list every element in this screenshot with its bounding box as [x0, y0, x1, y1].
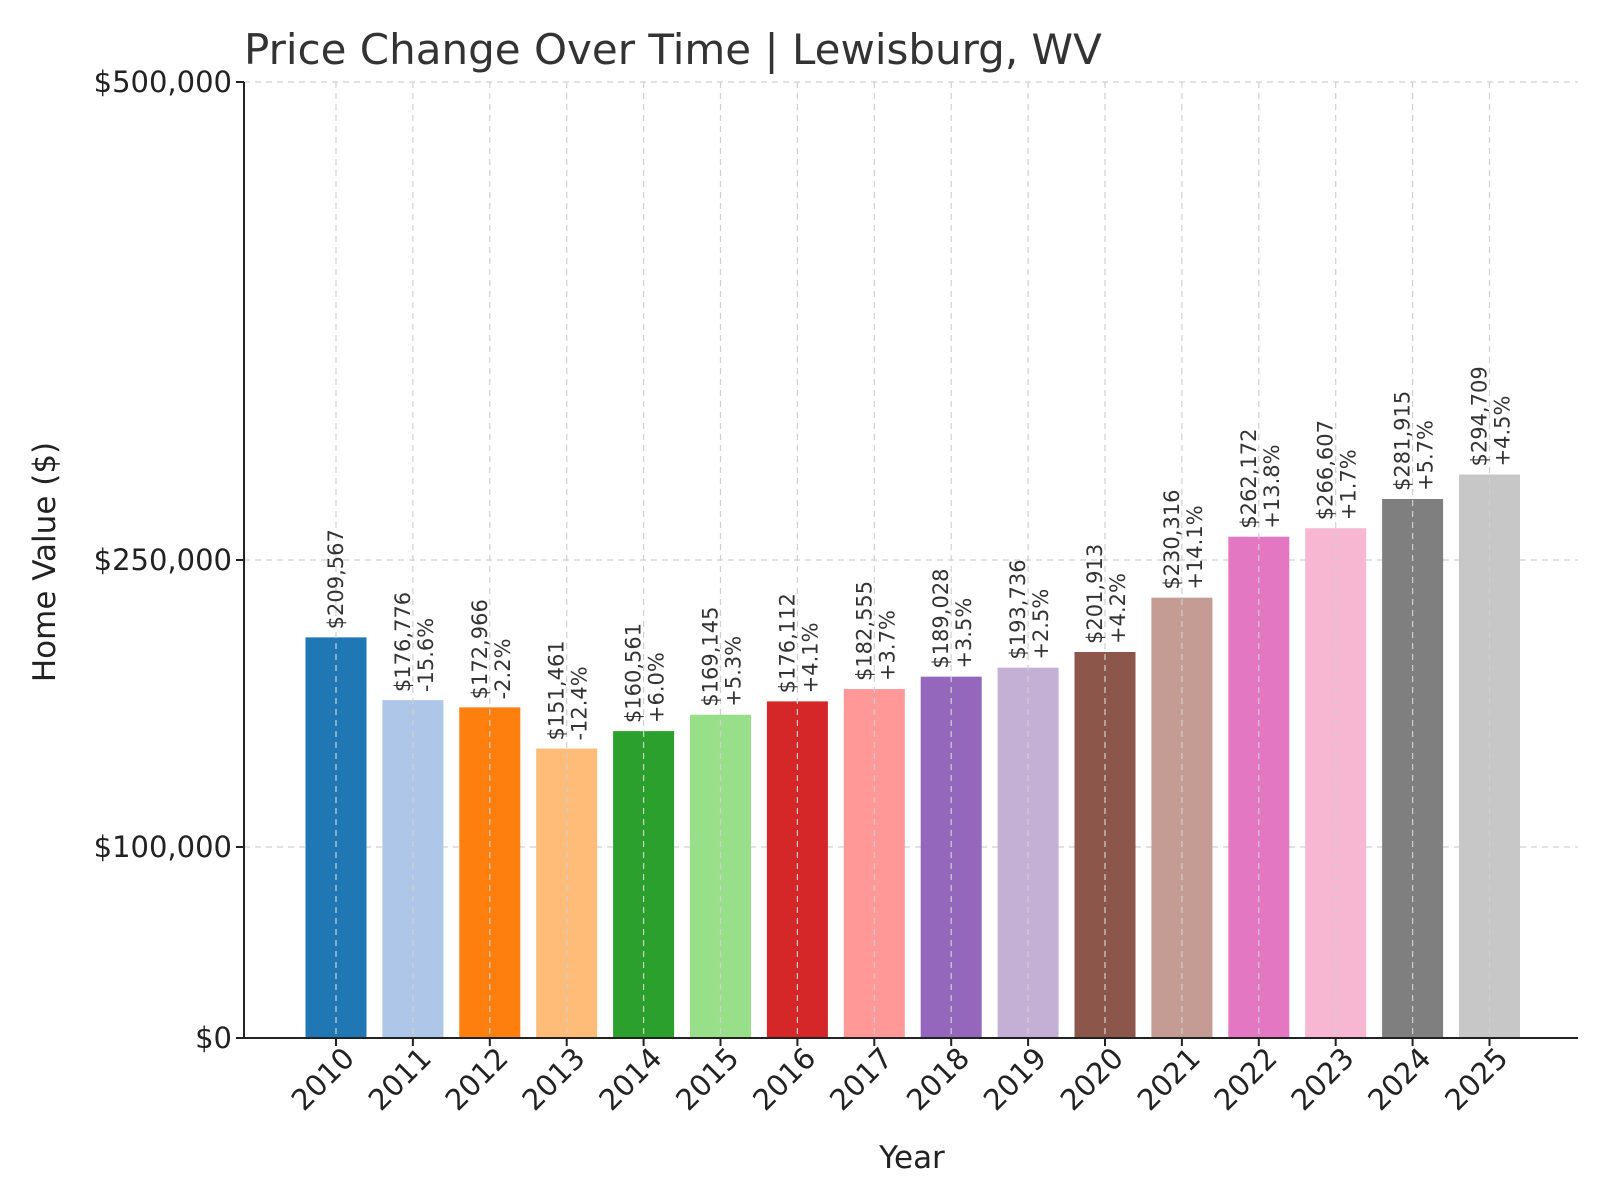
x-tick-label: 2024	[1361, 1041, 1437, 1117]
bar-change-label: +14.1%	[1183, 505, 1207, 589]
bar-value-label: $281,915	[1391, 391, 1415, 491]
bar-labels-layer: $209,567 $176,776 -15.6% $172,966 -2.2% $151,…	[324, 82, 1515, 1038]
bar-value-label: $294,709	[1468, 366, 1492, 466]
bar-value-label: $182,555	[852, 581, 876, 681]
bar-change-label: +2.5%	[1029, 589, 1053, 660]
x-tick-label: 2012	[439, 1041, 515, 1117]
x-tick-label: 2022	[1208, 1041, 1284, 1117]
bar-value-label: $172,966	[468, 599, 492, 699]
bar-change-label: +3.7%	[875, 610, 899, 681]
grid-layer	[244, 81, 1578, 848]
bar-change-label: +6.0%	[645, 652, 669, 723]
y-axis-label: Home Value ($)	[27, 442, 63, 682]
bar-change-label: +4.2%	[1106, 573, 1130, 644]
bar-value-label: $160,561	[622, 623, 646, 723]
x-tick-label: 2018	[900, 1041, 976, 1117]
bar-value-label: $266,607	[1314, 420, 1338, 520]
bar-value-label: $151,461	[545, 640, 569, 740]
x-tick-label: 2010	[285, 1041, 361, 1117]
bar-value-label: $230,316	[1160, 489, 1184, 589]
x-tick-label: 2014	[592, 1041, 668, 1117]
x-tick-label: 2019	[977, 1041, 1053, 1117]
bar-value-label: $169,145	[699, 606, 723, 706]
x-tick-label: 2011	[362, 1041, 438, 1117]
x-axis-label: Year	[878, 1140, 945, 1176]
bar-value-label: $176,112	[775, 593, 799, 693]
bar-change-label: +13.8%	[1260, 444, 1284, 528]
x-tick-label: 2017	[823, 1041, 899, 1117]
bar-change-label: +4.5%	[1491, 396, 1515, 467]
bar-value-label: $193,736	[1006, 559, 1030, 659]
bar-change-label: +4.1%	[798, 622, 822, 693]
bar-change-label: -12.4%	[568, 666, 592, 740]
y-tick-label: $250,000	[94, 543, 232, 577]
bar-change-label: -2.2%	[491, 638, 515, 699]
bar-value-label: $262,172	[1237, 429, 1261, 529]
y-tick-label: $0	[195, 1021, 232, 1055]
x-tick-label: 2015	[669, 1041, 745, 1117]
bar-change-label: +1.7%	[1337, 449, 1361, 520]
x-tick-label: 2023	[1284, 1041, 1360, 1117]
bar-2021	[1151, 597, 1213, 1038]
bar-value-label: $176,776	[391, 592, 415, 692]
y-tick-label: $100,000	[94, 830, 232, 864]
x-tick-label: 2013	[515, 1041, 591, 1117]
bar-change-label: -15.6%	[414, 618, 438, 692]
bar-2010	[305, 637, 367, 1038]
x-tick-label: 2021	[1131, 1041, 1207, 1117]
bar-change-label: +5.7%	[1414, 420, 1438, 491]
x-tick-label: 2020	[1054, 1041, 1130, 1117]
chart-title: Price Change Over Time | Lewisburg, WV	[244, 25, 1102, 74]
bar-value-label: $189,028	[929, 568, 953, 668]
bar-change-label: +3.5%	[952, 598, 976, 669]
bar-change-label: +5.3%	[722, 636, 746, 707]
bar-2012	[459, 707, 521, 1038]
y-tick-label: $500,000	[94, 65, 232, 99]
bar-value-label: $201,913	[1083, 544, 1107, 644]
x-tick-label: 2025	[1438, 1041, 1514, 1117]
bar-value-label: $209,567	[324, 529, 348, 629]
bars-layer	[305, 474, 1520, 1039]
x-tick-label: 2016	[746, 1041, 822, 1117]
